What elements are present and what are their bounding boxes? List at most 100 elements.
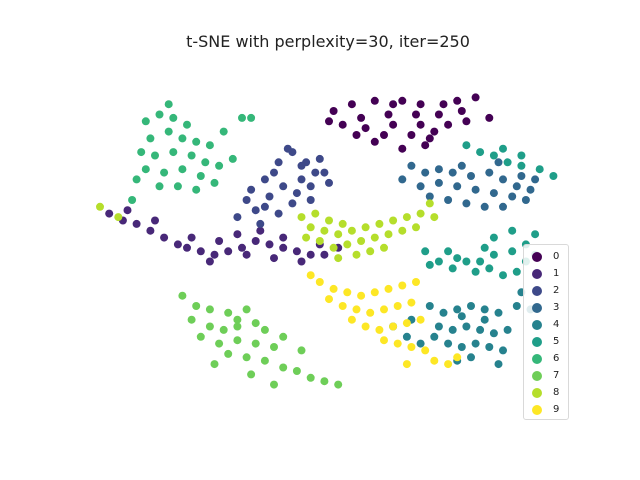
point-class-2-3 — [311, 168, 320, 177]
legend-marker-8 — [532, 388, 542, 398]
legend-label-5: 5 — [553, 336, 560, 347]
point-class-5-6 — [448, 264, 457, 273]
point-class-8-1 — [311, 209, 320, 218]
point-class-9-5 — [384, 284, 393, 293]
point-class-2-15 — [302, 158, 311, 167]
point-class-0-3 — [398, 96, 407, 105]
point-class-9-4 — [370, 288, 379, 297]
point-class-1-15 — [306, 250, 315, 259]
point-class-7-3 — [224, 308, 233, 317]
point-class-7-0 — [178, 291, 187, 300]
point-class-0-14 — [361, 124, 370, 133]
point-class-2-22 — [251, 206, 260, 215]
point-class-3-4 — [467, 172, 475, 180]
point-class-1-2 — [132, 219, 141, 228]
point-class-3-20 — [425, 192, 434, 201]
point-class-1-6 — [183, 243, 191, 252]
point-class-6-16 — [196, 172, 205, 180]
point-class-7-13 — [251, 339, 260, 348]
point-class-1-23 — [233, 230, 242, 239]
point-class-0-7 — [471, 93, 480, 102]
point-class-1-7 — [196, 247, 205, 256]
point-class-6-28 — [219, 127, 228, 136]
point-class-8-26 — [380, 243, 388, 252]
point-class-2-17 — [315, 154, 324, 163]
point-class-3-18 — [480, 202, 489, 211]
point-class-7-20 — [306, 373, 315, 382]
point-class-9-3 — [357, 291, 366, 300]
point-class-6-10 — [169, 148, 178, 157]
legend-marker-3 — [532, 303, 542, 313]
point-class-4-17 — [457, 312, 466, 321]
point-class-0-11 — [434, 110, 443, 119]
point-class-2-16 — [283, 144, 292, 153]
point-class-4-0 — [425, 302, 434, 310]
point-class-9-2 — [343, 288, 352, 297]
point-class-9-1 — [329, 284, 338, 293]
point-class-9-17 — [375, 325, 384, 334]
point-class-2-23 — [306, 196, 315, 204]
point-class-5-17 — [476, 148, 485, 157]
point-class-0-22 — [325, 117, 333, 126]
legend-label-4: 4 — [553, 319, 560, 330]
point-class-5-22 — [549, 172, 558, 180]
point-class-4-10 — [489, 329, 498, 338]
point-class-9-8 — [325, 295, 333, 304]
point-class-8-27 — [425, 199, 434, 208]
point-class-3-16 — [444, 196, 453, 204]
point-class-1-0 — [105, 209, 114, 218]
point-class-0-12 — [457, 107, 466, 115]
point-class-6-29 — [164, 100, 173, 109]
point-class-8-28 — [96, 202, 104, 211]
point-class-0-15 — [389, 120, 398, 129]
point-class-9-11 — [366, 308, 375, 317]
point-class-4-5 — [494, 308, 503, 317]
point-class-4-7 — [448, 325, 457, 334]
point-class-6-12 — [201, 158, 210, 167]
point-class-7-27 — [247, 370, 256, 379]
point-class-7-5 — [187, 315, 196, 324]
point-class-7-7 — [219, 325, 228, 334]
legend-marker-0 — [532, 252, 542, 262]
point-class-6-23 — [205, 141, 214, 150]
point-class-8-5 — [320, 226, 329, 235]
point-class-2-13 — [306, 182, 315, 191]
point-class-9-13 — [393, 302, 402, 310]
point-class-6-11 — [187, 151, 196, 160]
point-class-4-16 — [430, 332, 439, 341]
point-class-4-13 — [471, 339, 480, 348]
point-class-5-2 — [462, 257, 471, 266]
point-class-5-16 — [531, 230, 540, 239]
point-class-2-7 — [242, 196, 251, 204]
point-class-0-18 — [380, 131, 388, 139]
point-class-2-0 — [274, 158, 283, 167]
point-class-0-27 — [352, 131, 361, 139]
point-class-3-6 — [499, 175, 507, 184]
point-class-6-4 — [146, 134, 155, 143]
point-class-6-25 — [238, 113, 246, 122]
point-class-5-1 — [453, 254, 462, 263]
point-class-6-24 — [228, 154, 237, 163]
point-class-7-4 — [242, 305, 251, 314]
point-class-1-24 — [256, 226, 265, 235]
point-class-3-15 — [521, 196, 530, 204]
point-class-7-23 — [260, 325, 269, 334]
point-class-9-20 — [416, 315, 425, 324]
point-class-6-6 — [178, 134, 187, 143]
legend-label-7: 7 — [553, 370, 560, 381]
legend-label-9: 9 — [553, 404, 560, 415]
point-class-8-24 — [366, 247, 375, 256]
point-class-0-13 — [338, 120, 347, 129]
legend-marker-1 — [532, 269, 542, 279]
point-class-4-18 — [480, 315, 489, 324]
point-class-1-18 — [187, 233, 196, 242]
point-class-3-5 — [485, 168, 494, 177]
point-class-6-19 — [173, 182, 182, 191]
point-class-7-16 — [242, 353, 251, 362]
point-class-3-24 — [494, 158, 503, 167]
point-class-0-0 — [329, 107, 338, 115]
point-class-5-7 — [471, 267, 480, 276]
point-class-3-3 — [448, 168, 457, 177]
point-class-8-23 — [352, 250, 361, 259]
point-class-4-14 — [485, 343, 494, 351]
